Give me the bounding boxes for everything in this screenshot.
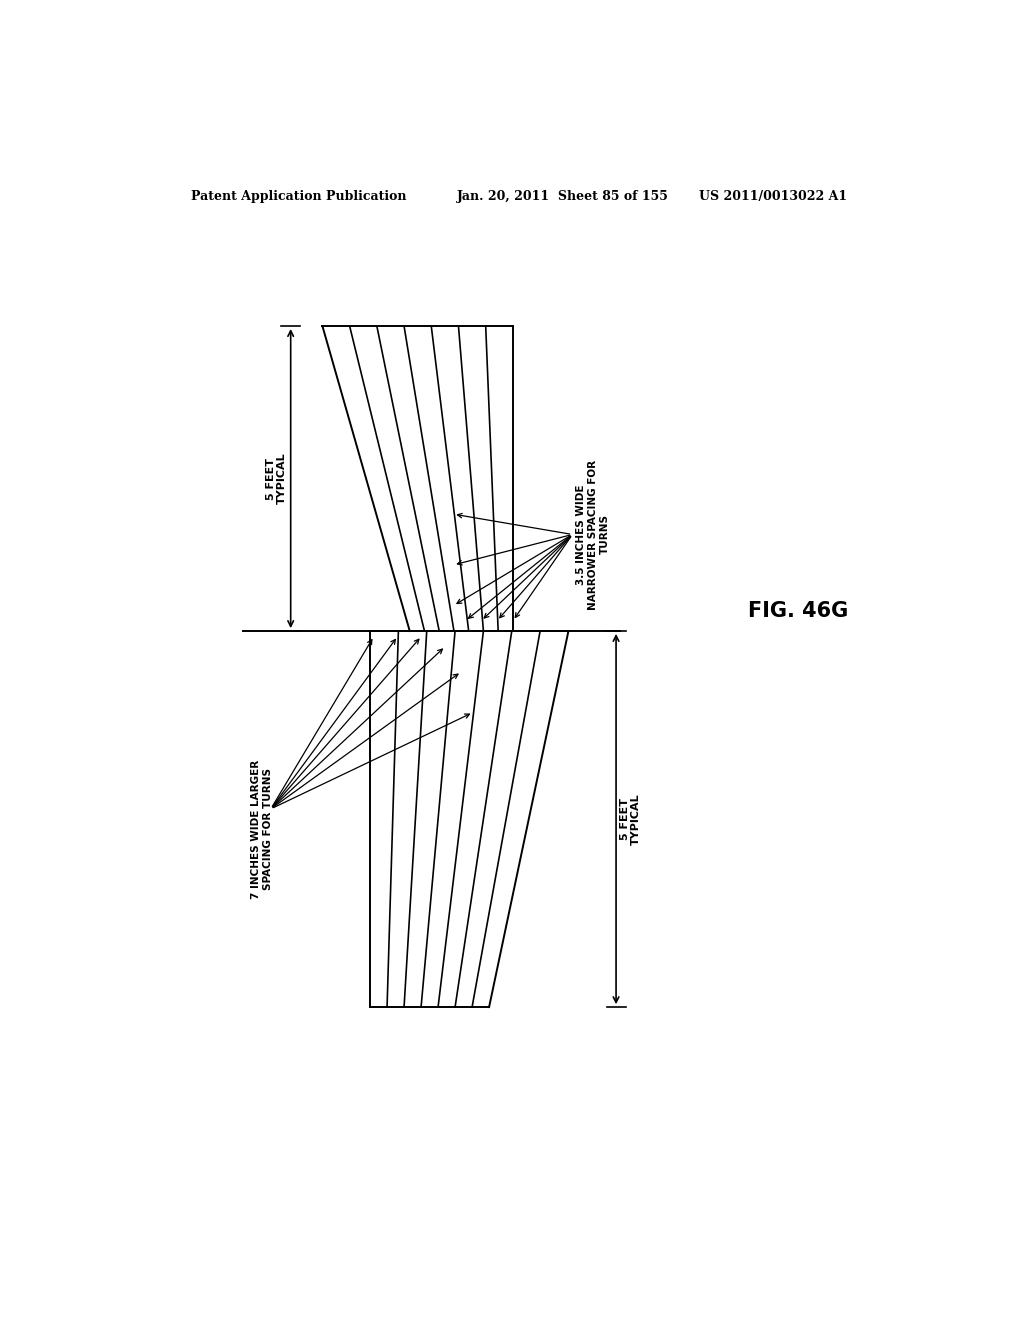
Text: FIG. 46G: FIG. 46G (749, 601, 849, 620)
Text: Patent Application Publication: Patent Application Publication (191, 190, 407, 202)
Text: Jan. 20, 2011  Sheet 85 of 155: Jan. 20, 2011 Sheet 85 of 155 (458, 190, 670, 202)
Text: 5 FEET
TYPICAL: 5 FEET TYPICAL (265, 453, 287, 504)
Text: 7 INCHES WIDE LARGER
SPACING FOR TURNS: 7 INCHES WIDE LARGER SPACING FOR TURNS (251, 759, 272, 899)
Text: 5 FEET
TYPICAL: 5 FEET TYPICAL (620, 793, 641, 845)
Text: 3.5 INCHES WIDE
NARROWER SPACING FOR
TURNS: 3.5 INCHES WIDE NARROWER SPACING FOR TUR… (577, 459, 609, 610)
Text: US 2011/0013022 A1: US 2011/0013022 A1 (699, 190, 848, 202)
